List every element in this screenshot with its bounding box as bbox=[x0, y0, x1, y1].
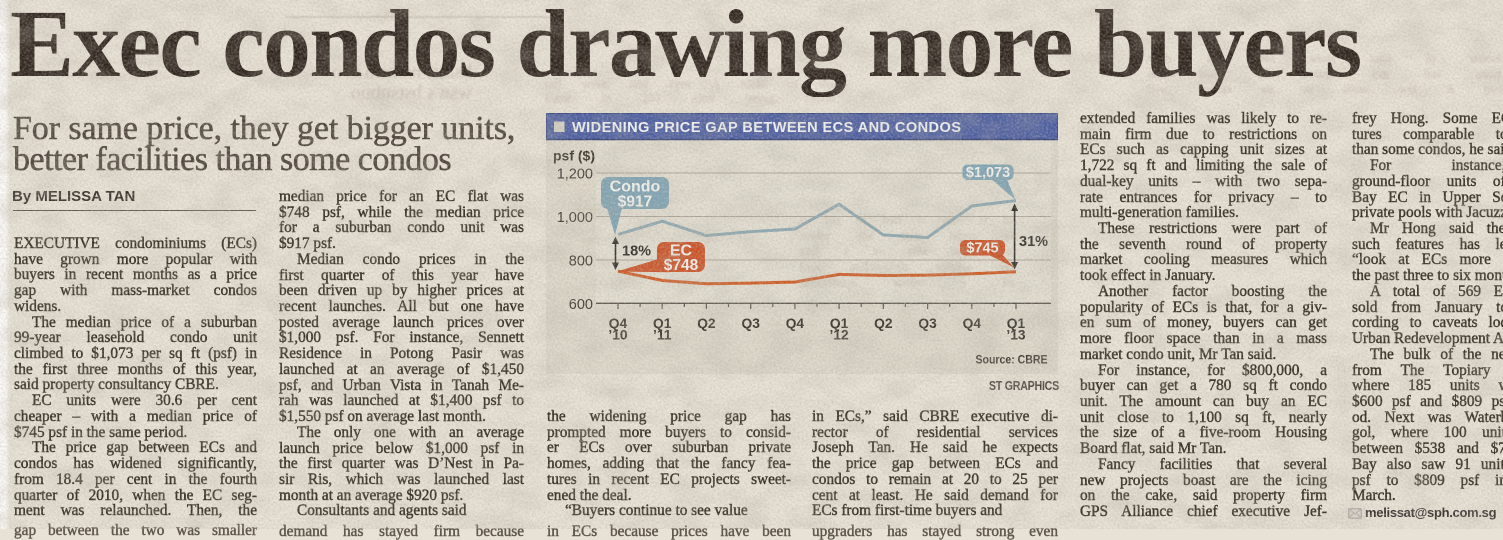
svg-text:$917: $917 bbox=[618, 194, 652, 211]
svg-text:800: 800 bbox=[569, 254, 593, 270]
svg-text:$748: $748 bbox=[664, 257, 699, 274]
svg-text:Q4: Q4 bbox=[786, 316, 805, 331]
svg-text:Q3: Q3 bbox=[918, 316, 937, 331]
svg-text:1,000: 1,000 bbox=[557, 210, 593, 226]
svg-text:WIDENING PRICE GAP BETWEEN ECS: WIDENING PRICE GAP BETWEEN ECS AND CONDO… bbox=[572, 120, 961, 136]
svg-text:psf ($): psf ($) bbox=[553, 148, 595, 164]
svg-text:18%: 18% bbox=[622, 244, 651, 260]
svg-text:31%: 31% bbox=[1019, 234, 1048, 250]
svg-text:Source: CBRE: Source: CBRE bbox=[976, 353, 1048, 367]
svg-text:$1,073: $1,073 bbox=[966, 165, 1010, 181]
svg-text:Q4: Q4 bbox=[963, 316, 982, 331]
svg-text:’13: ’13 bbox=[1006, 328, 1026, 343]
svg-text:’12: ’12 bbox=[830, 328, 850, 343]
svg-text:1,200: 1,200 bbox=[557, 167, 593, 183]
svg-text:Q2: Q2 bbox=[697, 316, 716, 331]
svg-text:’10: ’10 bbox=[608, 328, 628, 343]
svg-text:Q3: Q3 bbox=[741, 316, 760, 331]
svg-text:Q2: Q2 bbox=[874, 316, 893, 331]
svg-text:600: 600 bbox=[569, 297, 593, 313]
svg-text:’11: ’11 bbox=[653, 328, 672, 343]
